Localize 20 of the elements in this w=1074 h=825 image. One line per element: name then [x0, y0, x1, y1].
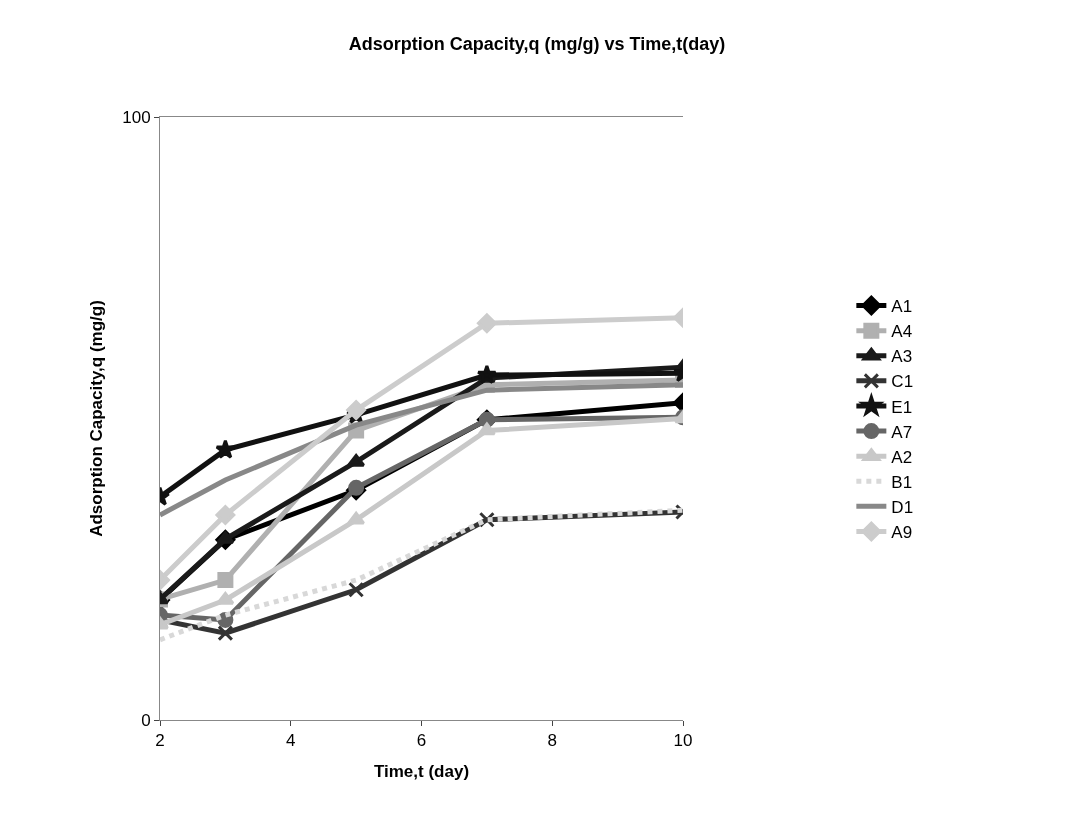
legend-label: B1	[891, 472, 913, 492]
legend-label: A2	[891, 447, 913, 467]
legend-label: E1	[891, 397, 913, 417]
x-tick-label: 6	[416, 731, 427, 751]
legend-label: A1	[891, 297, 913, 317]
legend-label: A3	[891, 347, 913, 367]
legend-label: D1	[891, 497, 914, 517]
x-tick-label: 10	[673, 731, 693, 751]
x-tick-label: 2	[155, 731, 165, 751]
y-axis-title: Adsorption Capacity,q (mg/g)	[86, 300, 106, 537]
legend-label: A7	[891, 422, 913, 442]
legend-label: A9	[891, 523, 913, 543]
y-tick-label: 0	[141, 710, 151, 730]
legend-label: A4	[891, 322, 913, 342]
legend-label: C1	[891, 372, 914, 392]
x-tick-label: 8	[547, 731, 557, 751]
x-tick-label: 4	[286, 731, 296, 751]
x-axis-title: Time,t (day)	[373, 761, 470, 781]
chart-title: Adsorption Capacity,q (mg/g) vs Time,t(day)	[348, 33, 726, 54]
y-tick-label: 100	[122, 107, 151, 127]
